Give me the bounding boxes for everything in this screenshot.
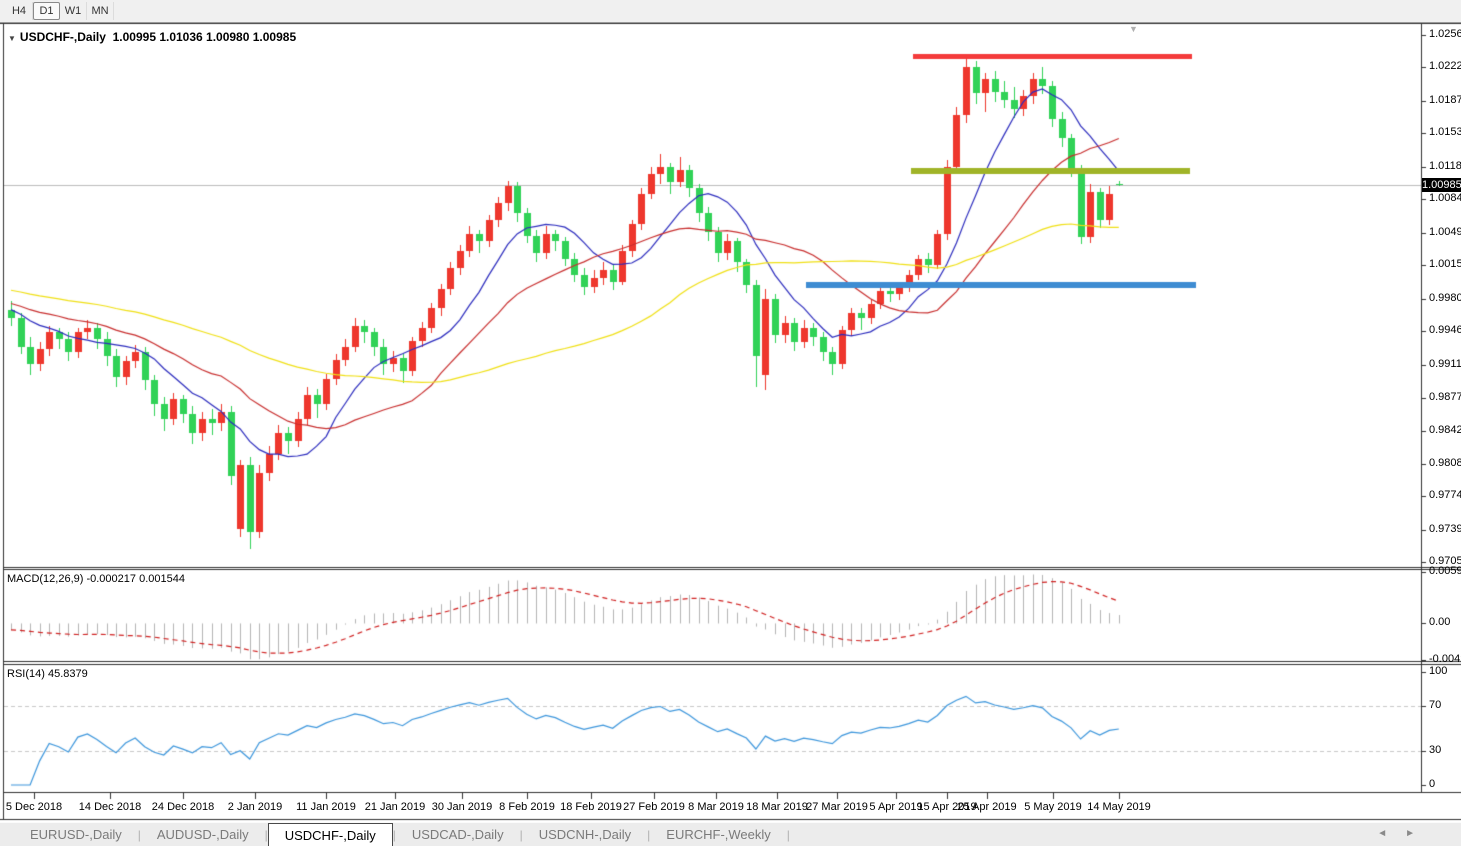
date-tick-label: 27 Feb 2019 (623, 801, 685, 813)
timeframe-button-d1[interactable]: D1 (33, 2, 60, 20)
timeframe-button-mn[interactable]: MN (87, 2, 114, 20)
date-tick-label: 30 Jan 2019 (431, 801, 493, 813)
price-tick-label: 1.01870 (1429, 94, 1461, 106)
date-tick-label: 18 Mar 2019 (746, 801, 808, 813)
macd-panel[interactable] (4, 570, 1421, 662)
chart-title-ohlc: 1.00995 1.01036 1.00980 1.00985 (112, 30, 297, 44)
macd-tick-label: 0.00 (1429, 616, 1451, 628)
price-tick-label: 1.00490 (1429, 226, 1461, 238)
tab-audusd-daily[interactable]: AUDUSD-,Daily (156, 827, 249, 842)
tab-usdchf-daily[interactable]: USDCHF-,Daily (267, 823, 393, 846)
timeframe-button-w1[interactable]: W1 (60, 2, 87, 20)
date-tick-label: 14 May 2019 (1087, 801, 1151, 813)
date-tick-label: 8 Mar 2019 (688, 801, 744, 813)
symbol-tabbar: EURUSD-,Daily | AUDUSD-,Daily | USDCHF-,Dail… (0, 822, 1461, 846)
tab-separator: | (264, 827, 268, 842)
tab-eurusd-daily[interactable]: EURUSD-,Daily (30, 827, 122, 842)
tab-separator: | (786, 827, 790, 842)
rsi-panel[interactable] (4, 665, 1421, 792)
date-tick-label: 2 Jan 2019 (227, 801, 283, 813)
price-tick-label: 1.01180 (1429, 160, 1461, 172)
macd-tick-label: -0.00424 (1429, 653, 1461, 665)
timeframe-button-h4[interactable]: H4 (6, 2, 33, 20)
tab-scroll-left-icon[interactable]: ◄ (1377, 828, 1406, 839)
macd-label: MACD(12,26,9) -0.000217 0.001544 (7, 573, 185, 585)
date-tick-label: 5 Dec 2018 (5, 801, 63, 813)
rsi-tick-label: 0 (1429, 778, 1436, 790)
date-tick-label: 27 Mar 2019 (806, 801, 868, 813)
rsi-tick-label: 100 (1429, 665, 1448, 677)
price-tick-label: 1.02220 (1429, 60, 1461, 72)
price-tick-label: 1.01530 (1429, 126, 1461, 138)
tab-separator: | (137, 827, 141, 842)
date-tick-label: 21 Jan 2019 (364, 801, 426, 813)
tab-scroll-arrows[interactable]: ◄► (1377, 828, 1433, 839)
date-tick-label: 5 Apr 2019 (869, 801, 923, 813)
date-tick-label: 8 Feb 2019 (499, 801, 555, 813)
chart-shift-marker-icon[interactable]: ▼ (1129, 24, 1138, 34)
date-tick-label: 24 Dec 2018 (151, 801, 215, 813)
macd-tick-label: 0.00597 (1429, 565, 1461, 577)
current-price-tag: 1.00985 (1422, 178, 1461, 192)
rsi-label: RSI(14) 45.8379 (7, 668, 88, 680)
price-tick-label: 1.00840 (1429, 192, 1461, 204)
timeframe-toolbar: H4 D1 W1 MN (0, 0, 1461, 22)
main-plot-area[interactable] (4, 25, 1421, 567)
chart-title-symbol: USDCHF-,Daily (19, 30, 106, 44)
date-tick-label: 18 Feb 2019 (560, 801, 622, 813)
tab-usdcad-daily[interactable]: USDCAD-,Daily (411, 827, 504, 842)
chart-title: ▼ USDCHF-,Daily 1.00995 1.01036 1.00980 1… (8, 30, 296, 44)
symbol-dropdown-icon[interactable]: ▼ (8, 34, 16, 43)
tab-separator: | (392, 827, 396, 842)
tab-separator: | (647, 827, 651, 842)
rsi-tick-label: 30 (1429, 744, 1442, 756)
rsi-tick-label: 70 (1429, 699, 1442, 711)
date-tick-label: 5 May 2019 (1024, 801, 1082, 813)
price-tick-label: 1.02560 (1429, 28, 1461, 40)
date-tick-label: 15 Apr 2019 (917, 801, 977, 813)
tab-scroll-right-icon[interactable]: ► (1405, 828, 1433, 839)
date-tick-label: 14 Dec 2018 (78, 801, 142, 813)
date-tick-label: 11 Jan 2019 (296, 801, 356, 813)
date-tick-label: 25 Apr 2019 (957, 801, 1017, 813)
tab-usdcnh-daily[interactable]: USDCNH-,Daily (538, 827, 632, 842)
tab-eurchf-weekly[interactable]: EURCHF-,Weekly (666, 827, 771, 842)
tab-separator: | (519, 827, 523, 842)
price-axis[interactable] (1422, 25, 1461, 793)
